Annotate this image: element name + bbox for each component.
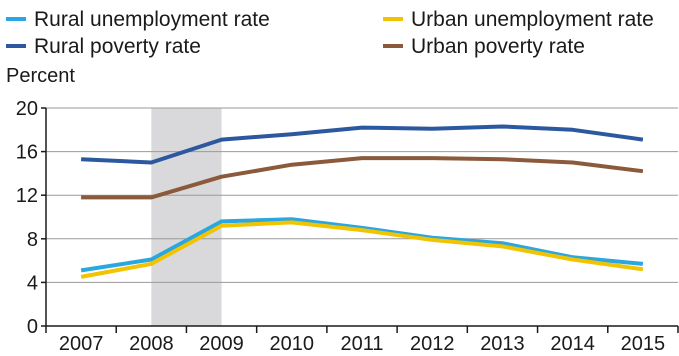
y-tick-label: 0: [27, 316, 38, 338]
y-tick-label: 4: [27, 272, 38, 294]
x-tick-label: 2009: [199, 333, 244, 355]
y-axis-label: Percent: [6, 65, 75, 87]
x-tick-label: 2007: [59, 333, 104, 355]
x-tick-label: 2008: [129, 333, 174, 355]
legend-item: Urban unemployment rate: [383, 8, 654, 31]
series-line: [80, 217, 644, 273]
legend-label: Rural unemployment rate: [34, 8, 270, 31]
legend-item: Urban poverty rate: [383, 35, 585, 58]
legend-item: Rural poverty rate: [6, 35, 201, 58]
y-tick-label: 20: [16, 98, 38, 120]
series-line: [81, 124, 644, 165]
y-tick-label: 16: [16, 142, 38, 164]
legend-item: Rural unemployment rate: [6, 8, 270, 31]
x-tick-label: 2012: [410, 333, 455, 355]
recession-shading: [151, 108, 222, 326]
plot-area: 0 4 8 12 16 20 2007 2008 2009 2010 2011 2012 2013 201…: [16, 98, 679, 355]
x-tick-label: 2010: [270, 333, 315, 355]
legend-label: Urban unemployment rate: [411, 8, 654, 31]
y-tick-label: 12: [16, 185, 38, 207]
x-tick-label: 2015: [621, 333, 666, 355]
y-tick-label: 8: [27, 229, 38, 251]
legend: Rural unemployment rate Urban unemploymen…: [6, 8, 654, 58]
series-line: [81, 156, 644, 200]
x-tick-label: 2011: [340, 333, 383, 355]
x-tick-label: 2014: [550, 333, 595, 355]
legend-label: Rural poverty rate: [34, 35, 201, 58]
series-line: [80, 220, 644, 279]
x-tick-label: 2013: [480, 333, 525, 355]
legend-label: Urban poverty rate: [411, 35, 585, 58]
